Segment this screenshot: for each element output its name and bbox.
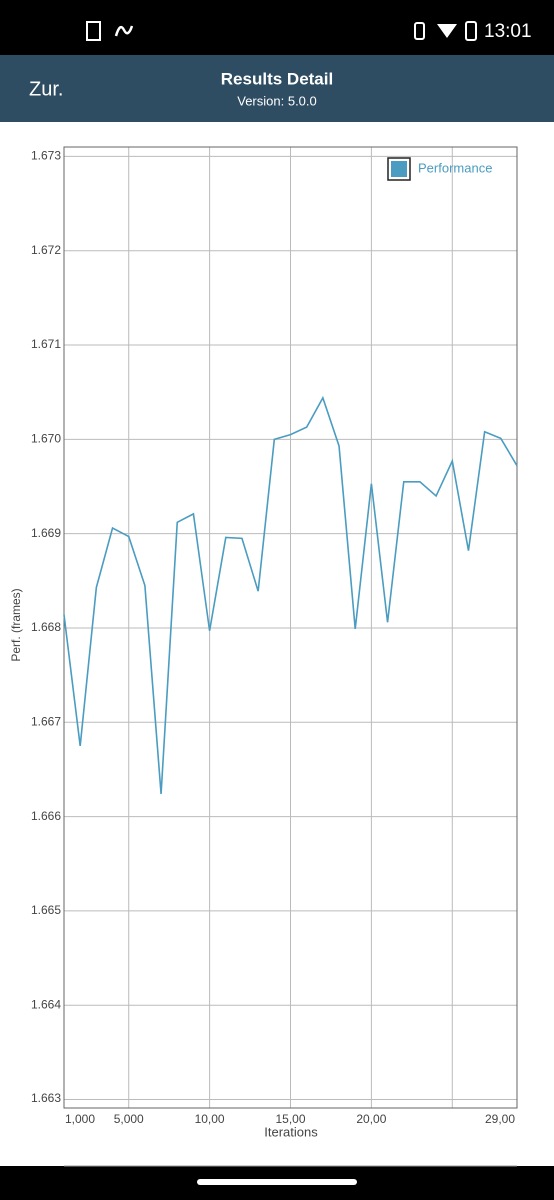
y-tick-label: 1.664 — [31, 997, 61, 1011]
status-icon — [86, 21, 101, 41]
legend-label: Performance — [418, 160, 492, 175]
x-tick-label: 10,00 — [195, 1112, 225, 1126]
plot-frame — [63, 146, 518, 1109]
y-tick-label: 1.673 — [31, 149, 61, 163]
vibrate-icon — [414, 22, 425, 40]
home-indicator[interactable] — [197, 1179, 357, 1185]
status-bar — [0, 0, 554, 55]
y-tick-label: 1.670 — [31, 432, 61, 446]
y-tick-label: 1.666 — [31, 809, 61, 823]
y-tick-label: 1.671 — [31, 337, 61, 351]
y-tick-label: 1.668 — [31, 620, 61, 634]
header-bar — [0, 55, 554, 122]
y-axis-label: Perf. (frames) — [9, 588, 23, 661]
x-axis-label: Iterations — [264, 1124, 318, 1139]
y-tick-label: 1.669 — [31, 526, 61, 540]
legend-frame — [387, 157, 411, 181]
back-button[interactable]: Zur. — [29, 78, 63, 100]
x-tick-label: 15,00 — [275, 1112, 305, 1126]
header-title: Results Detail — [221, 69, 333, 88]
battery-icon — [465, 21, 477, 41]
legend-swatch — [391, 161, 407, 177]
clock: 13:01 — [484, 21, 532, 42]
x-tick-label: 29,00 — [485, 1112, 515, 1126]
y-tick-label: 1.672 — [31, 243, 61, 257]
y-tick-label: 1.667 — [31, 714, 61, 728]
y-tick-label: 1.663 — [31, 1091, 61, 1105]
status-icon — [114, 25, 134, 37]
x-tick-label: 5,000 — [114, 1112, 144, 1126]
x-tick-label: 20,00 — [356, 1112, 386, 1126]
y-tick-label: 1.665 — [31, 903, 61, 917]
x-tick-label: 1,000 — [65, 1112, 95, 1126]
header-subtitle: Version: 5.0.0 — [237, 93, 317, 108]
data-line — [63, 395, 518, 795]
wifi-icon — [437, 24, 457, 38]
